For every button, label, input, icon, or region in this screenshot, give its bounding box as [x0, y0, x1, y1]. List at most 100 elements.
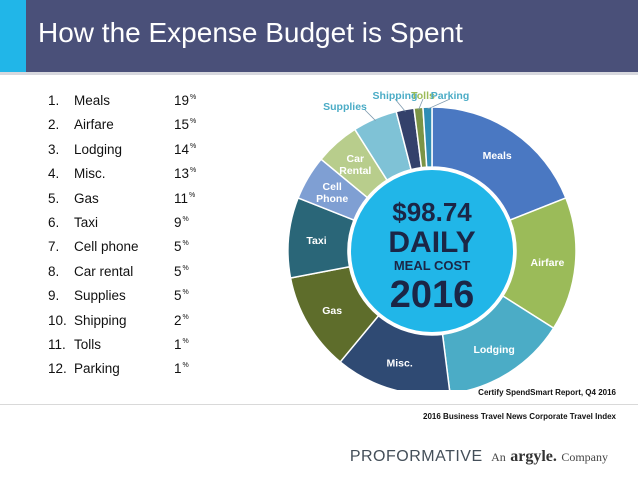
list-item-unit: %: [190, 118, 197, 126]
list-item-unit: %: [182, 313, 189, 321]
source-note-1: Certify SpendSmart Report, Q4 2016: [478, 388, 616, 397]
list-item-unit: %: [182, 264, 189, 272]
list-item-percent: 9: [174, 214, 182, 230]
slice-label: Gas: [322, 305, 342, 317]
list-item-number: 12.: [48, 361, 67, 377]
logo-main: PROFORMATIVE: [349, 448, 483, 465]
list-item: 9. Supplies 5%: [48, 284, 218, 308]
list-item-value: 13%: [174, 166, 196, 181]
list-item-label: Taxi: [74, 214, 99, 230]
list-item-percent: 15: [174, 117, 190, 133]
source-note-2: 2016 Business Travel News Corporate Trav…: [423, 412, 616, 421]
list-item-unit: %: [189, 191, 196, 199]
list-item-number: 11.: [48, 336, 66, 352]
list-item-number: 9.: [48, 288, 60, 304]
list-item-percent: 5: [174, 239, 182, 255]
list-item-percent: 1: [174, 336, 182, 352]
list-item-percent: 1: [174, 361, 182, 377]
list-item-value: 1%: [174, 361, 189, 376]
center-amount: $98.74: [392, 197, 472, 227]
list-item-unit: %: [190, 142, 197, 150]
list-item-label: Lodging: [74, 141, 123, 157]
center-circle: [351, 170, 513, 332]
list-item: 6. Taxi 9%: [48, 211, 218, 235]
list-item-number: 2.: [48, 117, 60, 133]
list-item-percent: 13: [174, 166, 190, 182]
slice-lodging: [441, 294, 555, 390]
slice-label: Misc.: [387, 357, 413, 369]
list-item: 3. Lodging 14%: [48, 138, 218, 162]
slice-label: Shipping: [373, 90, 418, 102]
list-item-unit: %: [182, 289, 189, 297]
logo-company: Company: [561, 450, 608, 464]
leader-line: [394, 98, 406, 112]
list-item-percent: 5: [174, 263, 182, 279]
list-item-percent: 19: [174, 93, 190, 108]
expense-list: 1. Meals 19% 2. Airfare 15% 3. Lodging 14% 4. Misc…: [48, 89, 218, 382]
list-item-label: Parking: [74, 361, 120, 377]
slice-label: Car Rental: [339, 153, 371, 177]
list-item-label: Misc.: [74, 166, 106, 182]
center-year: 2016: [390, 274, 475, 316]
list-item-unit: %: [182, 337, 189, 345]
list-item-number: 3.: [48, 141, 60, 157]
list-item-value: 11%: [174, 191, 195, 206]
list-item-label: Tolls: [74, 336, 102, 352]
list-item-percent: 5: [174, 288, 182, 304]
list-item: 5. Gas 11%: [48, 187, 218, 211]
list-item: 2. Airfare 15%: [48, 113, 218, 137]
list-item-value: 5%: [174, 239, 189, 254]
list-item-value: 14%: [174, 142, 196, 157]
slice-label: Parking: [431, 90, 470, 102]
list-item-label: Shipping: [74, 312, 127, 328]
slice-label: Cell Phone: [316, 181, 348, 205]
list-item-value: 5%: [174, 264, 189, 279]
center-daily: DAILY: [388, 226, 475, 259]
slice-label: Tolls: [411, 90, 435, 102]
list-item: 10. Shipping 2%: [48, 309, 218, 333]
list-item-unit: %: [182, 215, 189, 223]
list-item: 7. Cell phone 5%: [48, 235, 218, 259]
title-bar: How the Expense Budget is Spent: [0, 0, 638, 75]
list-item-label: Cell phone: [74, 239, 139, 255]
list-item: 1. Meals 19%: [48, 89, 218, 113]
list-item-label: Airfare: [74, 117, 114, 133]
slice-label: Taxi: [306, 235, 326, 247]
footer-divider: [0, 404, 638, 405]
list-item-number: 8.: [48, 263, 60, 279]
slice-label: Supplies: [323, 101, 367, 113]
list-item-label: Car rental: [74, 263, 134, 279]
leader-line: [364, 109, 376, 121]
list-item-number: 7.: [48, 239, 60, 255]
list-item-number: 1.: [48, 93, 60, 108]
list-item-percent: 11: [174, 190, 189, 206]
list-item-value: 19%: [174, 93, 196, 108]
list-item-value: 2%: [174, 313, 189, 328]
list-item-label: Supplies: [74, 288, 126, 304]
slice-label: Airfare: [531, 257, 565, 269]
slice-parking: [422, 106, 433, 168]
list-item-number: 10.: [48, 312, 67, 328]
list-item-number: 6.: [48, 214, 60, 230]
list-item-value: 1%: [174, 337, 189, 352]
leader-line: [418, 98, 424, 110]
title-accent: [0, 0, 26, 72]
list-item-label: Meals: [74, 93, 111, 108]
list-item: 11. Tolls 1%: [48, 333, 218, 357]
center-caption: MEAL COST: [394, 258, 470, 273]
list-item-unit: %: [190, 94, 197, 101]
list-item-value: 5%: [174, 288, 189, 303]
page-title: How the Expense Budget is Spent: [38, 17, 463, 48]
slice-label: Meals: [483, 150, 512, 162]
list-item-label: Gas: [74, 190, 99, 206]
expense-donut-chart: Meals Airfare Lodging Misc. Gas Taxi Cell Phone…: [287, 90, 577, 390]
company-logo: PROFORMATIVE An argyle. Company: [350, 448, 608, 466]
list-item-percent: 14: [174, 141, 190, 157]
list-item-unit: %: [190, 167, 197, 175]
list-item-value: 9%: [174, 215, 189, 230]
leader-line: [427, 98, 451, 110]
list-item-unit: %: [182, 240, 189, 248]
list-item-unit: %: [182, 362, 189, 370]
list-item: 8. Car rental 5%: [48, 260, 218, 284]
slice-label: Lodging: [473, 344, 514, 356]
